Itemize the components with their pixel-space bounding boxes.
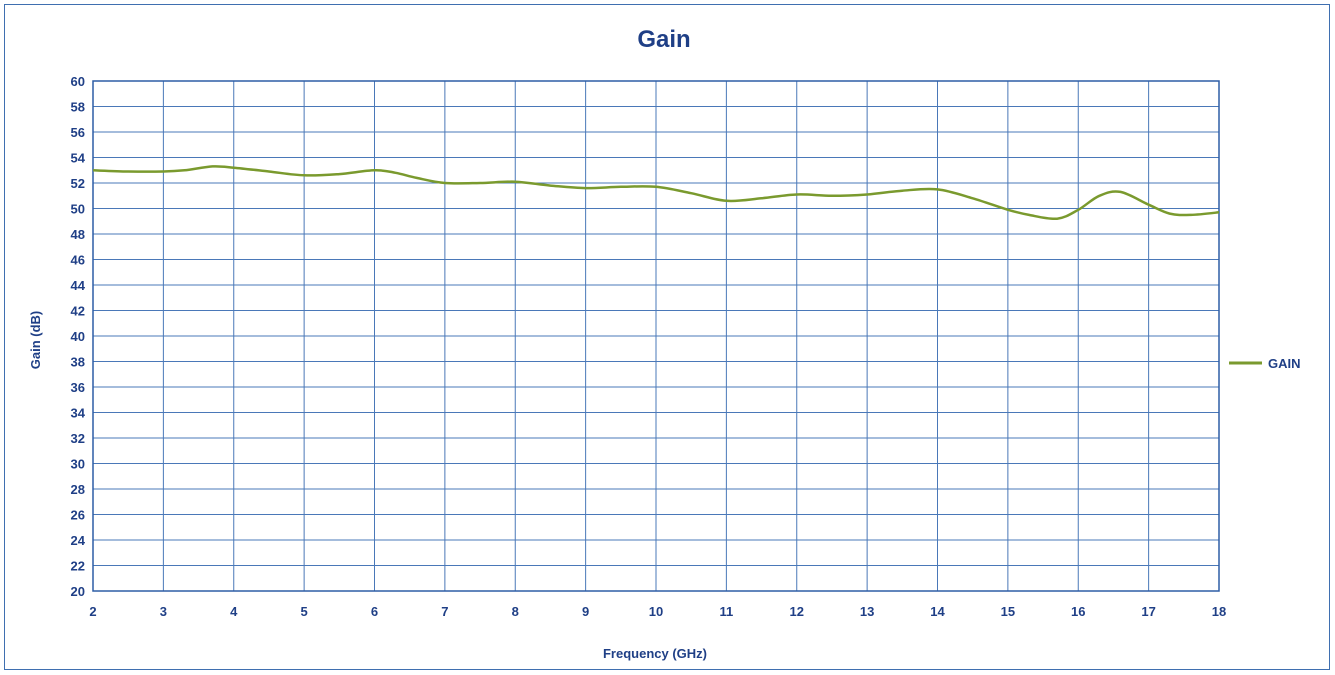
x-tick-label: 2 [89,604,96,619]
tick-labels: 2022242628303234363840424446485052545658… [71,74,1227,619]
x-tick-label: 11 [720,604,734,619]
y-tick-label: 52 [71,176,85,191]
x-axis-label: Frequency (GHz) [603,646,707,661]
y-tick-label: 28 [71,482,85,497]
y-tick-label: 56 [71,125,85,140]
y-tick-label: 36 [71,380,85,395]
x-tick-label: 13 [860,604,874,619]
x-tick-label: 16 [1071,604,1085,619]
y-tick-label: 58 [71,100,85,115]
y-tick-label: 22 [71,559,85,574]
x-tick-label: 9 [582,604,589,619]
y-tick-label: 46 [71,253,85,268]
x-tick-label: 3 [160,604,167,619]
x-tick-label: 14 [930,604,945,619]
legend: GAIN [1229,356,1301,371]
y-tick-label: 26 [71,508,85,523]
x-tick-label: 5 [301,604,308,619]
y-tick-label: 42 [71,304,85,319]
x-tick-label: 15 [1001,604,1015,619]
x-tick-label: 8 [512,604,519,619]
y-tick-label: 60 [71,74,85,89]
x-tick-label: 18 [1212,604,1226,619]
y-tick-label: 30 [71,457,85,472]
x-tick-label: 6 [371,604,378,619]
y-tick-label: 32 [71,431,85,446]
series-line-gain [92,165,1220,221]
y-tick-label: 38 [71,355,85,370]
y-tick-label: 20 [71,584,85,599]
chart-frame: Gain 20 22 24 26 28 30 32 34 36 38 40 42 44 46 48 50 52 5… [4,4,1330,670]
x-tick-label: 7 [441,604,448,619]
x-tick-label: 17 [1141,604,1155,619]
series-layer [92,165,1220,221]
chart-title: Gain [637,26,690,53]
x-tick-label: 10 [649,604,663,619]
y-tick-label: 50 [71,202,85,217]
y-tick-label: 54 [71,151,86,166]
y-tick-label: 24 [71,533,86,548]
grid [92,80,1220,592]
y-tick-label: 34 [71,406,86,421]
legend-label-gain: GAIN [1268,356,1301,371]
y-tick-label: 44 [71,278,86,293]
x-tick-label: 12 [790,604,804,619]
y-axis-label: Gain (dB) [28,311,43,370]
y-tick-label: 40 [71,329,85,344]
plot-area-border [92,80,1220,592]
gain-chart: Gain 20222426283032343638404244464850525… [28,26,1301,661]
x-tick-label: 4 [230,604,238,619]
y-tick-label: 48 [71,227,85,242]
